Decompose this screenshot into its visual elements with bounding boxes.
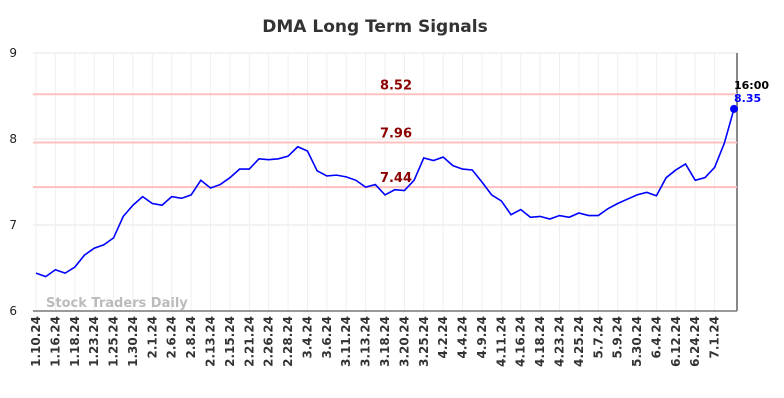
last-time: 16:00 xyxy=(734,79,769,92)
x-tick-label: 5.9.24 xyxy=(611,316,625,359)
x-tick-label: 7.1.24 xyxy=(708,316,722,359)
y-tick-label: 7 xyxy=(9,218,17,232)
x-tick-label: 3.18.24 xyxy=(378,316,392,367)
x-tick-label: 6.24.24 xyxy=(688,316,702,367)
x-tick-label: 2.15.24 xyxy=(223,316,237,367)
series-line xyxy=(35,108,735,278)
x-tick-label: 2.1.24 xyxy=(145,316,159,359)
x-tick-label: 4.18.24 xyxy=(533,316,547,367)
x-tick-label: 2.8.24 xyxy=(184,316,198,359)
x-tick-label: 4.9.24 xyxy=(475,316,489,359)
last-point xyxy=(730,104,738,113)
x-tick-label: 4.4.24 xyxy=(456,316,470,359)
x-tick-label: 3.11.24 xyxy=(339,316,353,367)
x-tick-label: 1.30.24 xyxy=(126,316,140,367)
chart-title: DMA Long Term Signals xyxy=(262,17,487,37)
x-tick-label: 2.6.24 xyxy=(165,316,179,359)
y-tick-label: 6 xyxy=(9,304,17,318)
x-tick-label: 4.11.24 xyxy=(494,316,508,367)
x-tick-label: 1.23.24 xyxy=(87,316,101,367)
x-tick-label: 6.12.24 xyxy=(669,316,683,367)
x-tick-label: 2.28.24 xyxy=(281,316,295,367)
x-tick-label: 3.13.24 xyxy=(359,316,373,367)
x-tick-label: 2.13.24 xyxy=(204,316,218,367)
x-tick-label: 3.25.24 xyxy=(417,316,431,367)
x-tick-label: 2.21.24 xyxy=(242,316,256,367)
x-tick-label: 4.25.24 xyxy=(572,316,586,367)
watermark: Stock Traders Daily xyxy=(46,296,188,311)
last-value: 8.35 xyxy=(734,92,761,105)
level-label: 8.52 xyxy=(380,78,412,93)
x-tick-label: 4.23.24 xyxy=(553,316,567,367)
x-tick-label: 1.18.24 xyxy=(68,316,82,367)
x-tick-label: 6.4.24 xyxy=(649,316,663,359)
level-label: 7.96 xyxy=(380,126,412,141)
x-tick-label: 5.7.24 xyxy=(591,316,605,359)
x-tick-label: 1.25.24 xyxy=(107,316,121,367)
x-tick-label: 4.16.24 xyxy=(514,316,528,367)
x-tick-label: 3.20.24 xyxy=(397,316,411,367)
x-tick-label: 4.2.24 xyxy=(436,316,450,359)
x-tick-label: 1.10.24 xyxy=(29,316,43,367)
level-label: 7.44 xyxy=(380,171,412,186)
x-tick-label: 3.4.24 xyxy=(300,316,314,359)
x-tick-label: 1.16.24 xyxy=(48,316,62,367)
y-tick-label: 8 xyxy=(9,132,17,146)
x-tick-label: 3.6.24 xyxy=(320,316,334,359)
x-tick-label: 5.30.24 xyxy=(630,316,644,367)
x-tick-label: 2.26.24 xyxy=(262,316,276,367)
y-tick-label: 9 xyxy=(9,46,17,60)
